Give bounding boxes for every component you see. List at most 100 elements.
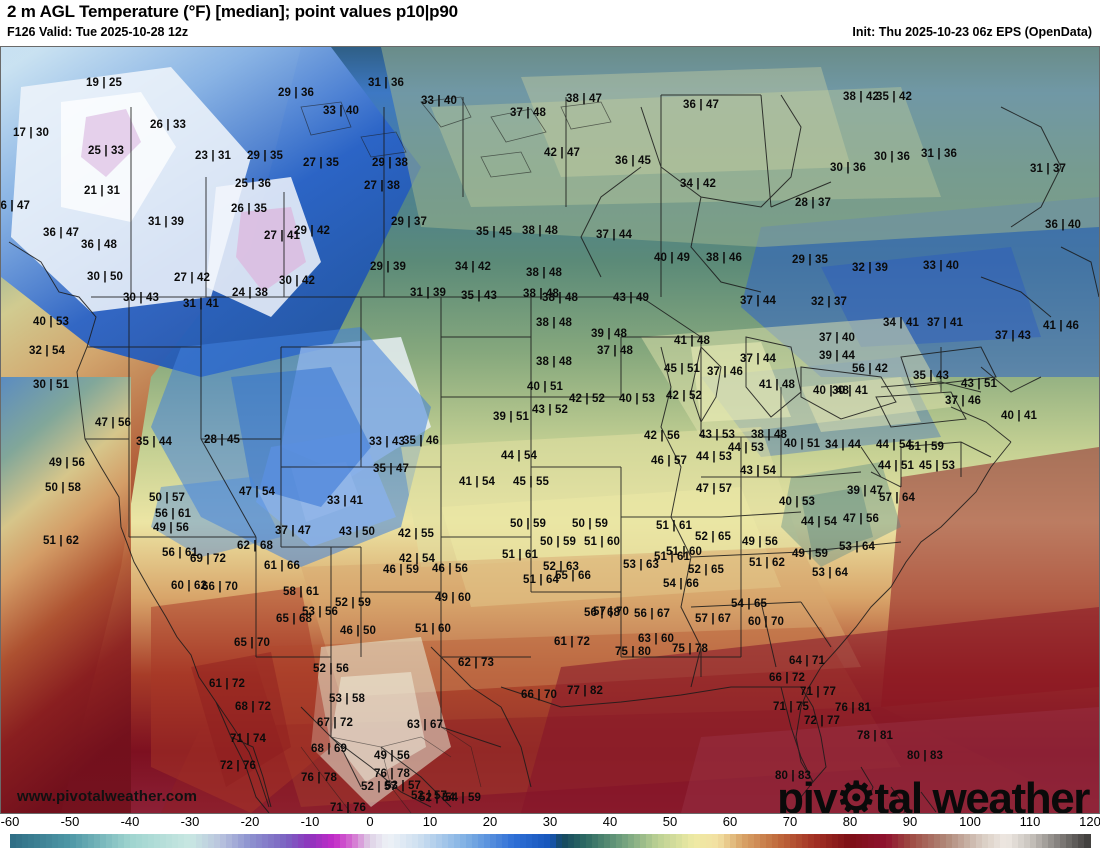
colorbar-tick-100: 100 (959, 814, 981, 829)
colorbar-segment (1066, 834, 1073, 848)
colorbar-segment (766, 834, 773, 848)
colorbar-segment (280, 834, 287, 848)
colorbar-segment (334, 834, 341, 848)
page-header: 2 m AGL Temperature (°F) [median]; point… (0, 0, 1100, 48)
colorbar-tick-120: 120 (1079, 814, 1100, 829)
colorbar-segment (424, 834, 431, 848)
colorbar-segment (454, 834, 461, 848)
colorbar-segment (418, 834, 425, 848)
colorbar-segment (340, 834, 347, 848)
colorbar-tick--60: -60 (0, 814, 20, 829)
map-raster (1, 47, 1099, 813)
colorbar-segment (1060, 834, 1067, 848)
colorbar-segment (796, 834, 803, 848)
colorbar-segment (754, 834, 761, 848)
colorbar-segment (58, 834, 65, 848)
colorbar-gradient[interactable] (10, 834, 1091, 848)
colorbar-segment (214, 834, 221, 848)
colorbar-segment (166, 834, 173, 848)
colorbar-segment (250, 834, 257, 848)
colorbar-tick-90: 90 (902, 814, 918, 829)
colorbar-segment (802, 834, 809, 848)
colorbar-segment (886, 834, 893, 848)
colorbar-segment (586, 834, 593, 848)
colorbar-segment (442, 834, 449, 848)
colorbar-segment (592, 834, 599, 848)
colorbar-segment (910, 834, 917, 848)
colorbar-segment (610, 834, 617, 848)
colorbar-segment (946, 834, 953, 848)
colorbar-segment (1006, 834, 1013, 848)
colorbar-segment (484, 834, 491, 848)
colorbar-segment (868, 834, 875, 848)
colorbar-segment (688, 834, 695, 848)
colorbar-segment (622, 834, 629, 848)
colorbar-segment (952, 834, 959, 848)
colorbar-segment (1024, 834, 1031, 848)
colorbar-segment (520, 834, 527, 848)
colorbar-segment (394, 834, 401, 848)
colorbar-segment (232, 834, 239, 848)
colorbar-segment (1036, 834, 1043, 848)
colorbar-segment (136, 834, 143, 848)
colorbar-segment (172, 834, 179, 848)
colorbar-segment (574, 834, 581, 848)
colorbar-segment (220, 834, 227, 848)
colorbar-segment (448, 834, 455, 848)
colorbar-segment (544, 834, 551, 848)
colorbar-segment (652, 834, 659, 848)
colorbar-segment (736, 834, 743, 848)
site-url-watermark: www.pivotalweather.com (17, 788, 198, 805)
colorbar-tick-0: 0 (366, 814, 374, 829)
colorbar-segment (466, 834, 473, 848)
colorbar-segment (640, 834, 647, 848)
colorbar-segment (874, 834, 881, 848)
colorbar-segment (370, 834, 377, 848)
colorbar-tick-40: 40 (602, 814, 618, 829)
colorbar-segment (496, 834, 503, 848)
colorbar-segment (310, 834, 317, 848)
colorbar-segment (916, 834, 923, 848)
colorbar-segment (52, 834, 59, 848)
brand-watermark: piv⚙tal weather (777, 777, 1090, 814)
colorbar-segment (274, 834, 281, 848)
colorbar-segment (838, 834, 845, 848)
colorbar-segment (634, 834, 641, 848)
colorbar-segment (322, 834, 329, 848)
colorbar-segment (154, 834, 161, 848)
temperature-map[interactable]: www.pivotalweather.com piv⚙tal weather 1… (0, 46, 1100, 814)
colorbar-segment (826, 834, 833, 848)
colorbar-segment (430, 834, 437, 848)
colorbar-segment (436, 834, 443, 848)
colorbar-segment (190, 834, 197, 848)
colorbar-segment (316, 834, 323, 848)
colorbar-segment (262, 834, 269, 848)
colorbar-segment (856, 834, 863, 848)
colorbar-segment (964, 834, 971, 848)
colorbar-segment (490, 834, 497, 848)
colorbar-segment (358, 834, 365, 848)
colorbar-tick--10: -10 (300, 814, 320, 829)
colorbar-segment (28, 834, 35, 848)
colorbar-segment (88, 834, 95, 848)
colorbar-segment (1030, 834, 1037, 848)
colorbar-tick--40: -40 (120, 814, 140, 829)
colorbar-segment (892, 834, 899, 848)
colorbar-segment (502, 834, 509, 848)
colorbar-segment (148, 834, 155, 848)
colorbar[interactable]: -60 -50 -40 -30 -20 -10 0 10 20 30 40 50 60 70 80 90 100… (0, 814, 1100, 850)
colorbar-segment (328, 834, 335, 848)
colorbar-segment (538, 834, 545, 848)
colorbar-segment (556, 834, 563, 848)
colorbar-segment (598, 834, 605, 848)
colorbar-tick-labels: -60 -50 -40 -30 -20 -10 0 10 20 30 40 50 60 70 80 90 100… (0, 814, 1100, 832)
colorbar-segment (604, 834, 611, 848)
colorbar-segment (1000, 834, 1007, 848)
colorbar-tick-70: 70 (782, 814, 798, 829)
colorbar-segment (226, 834, 233, 848)
colorbar-segment (694, 834, 701, 848)
colorbar-segment (772, 834, 779, 848)
colorbar-segment (616, 834, 623, 848)
colorbar-segment (184, 834, 191, 848)
colorbar-segment (724, 834, 731, 848)
